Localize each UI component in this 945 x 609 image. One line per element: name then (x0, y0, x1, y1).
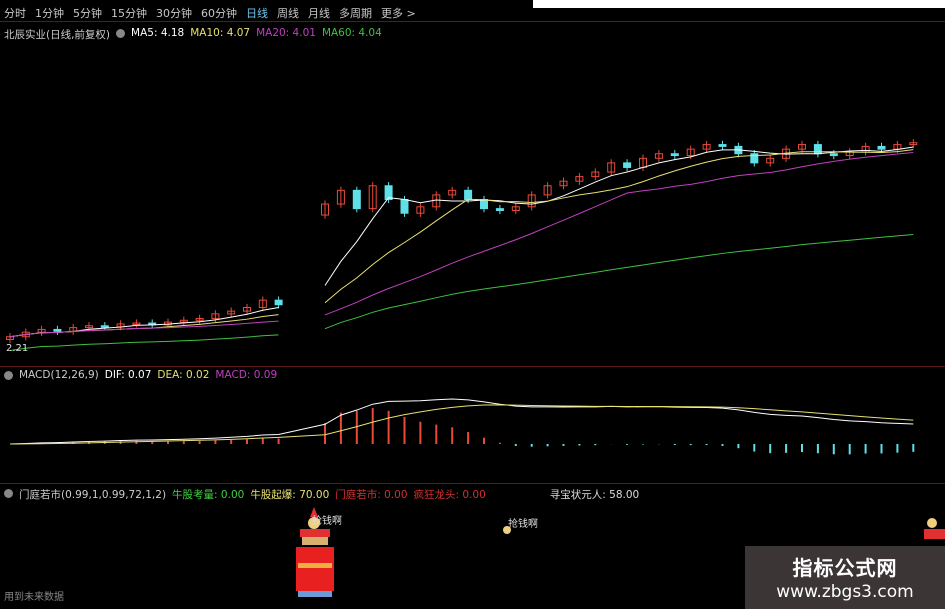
tab-0[interactable]: 分时 (4, 7, 26, 20)
candle (654, 153, 663, 159)
ma20-line (9, 152, 914, 338)
candle (670, 153, 679, 157)
watermark-url: www.zbgs3.com (776, 582, 914, 602)
divider (0, 483, 945, 484)
candle (179, 319, 188, 323)
candle (448, 189, 457, 196)
candle (750, 153, 759, 164)
candle (416, 206, 425, 214)
ma60-line (9, 233, 914, 351)
candle (495, 208, 504, 211)
money-bag-icon (503, 526, 511, 534)
candle (623, 162, 632, 168)
dif-line (9, 398, 914, 445)
divider (0, 366, 945, 367)
tab-2[interactable]: 5分钟 (73, 7, 102, 20)
candle (909, 142, 918, 146)
candle (195, 317, 204, 321)
candle (464, 189, 473, 200)
indicator-header: 门庭若市(0.99,1,0.99,72,1,2) 牛股考量: 0.00 牛股起爆… (4, 487, 944, 502)
indicator-b: 牛股起爆: 70.00 (250, 489, 330, 501)
candle (321, 203, 329, 216)
candle (211, 313, 220, 319)
candle (813, 144, 822, 155)
candle (766, 157, 775, 164)
candle (607, 162, 616, 173)
candle (336, 189, 345, 205)
candle (527, 194, 536, 208)
tab-1[interactable]: 1分钟 (35, 7, 64, 20)
candle (368, 185, 377, 210)
tab-6[interactable]: 日线 (246, 7, 268, 20)
tab-5[interactable]: 60分钟 (201, 7, 237, 20)
tab-3[interactable]: 15分钟 (111, 7, 147, 20)
ma20-value: MA20: 4.01 (256, 27, 316, 39)
low-price-label: 2.21 (6, 343, 29, 354)
ma5-line (9, 146, 914, 338)
candle (829, 153, 838, 157)
candle (702, 144, 711, 150)
settings-icon[interactable] (4, 371, 13, 380)
stock-title: 北辰实业(日线,前复权) (4, 29, 111, 41)
signal-label: 抢钱啊 (312, 516, 342, 527)
period-tabs: 分时 1分钟 5分钟 15分钟 30分钟 60分钟 日线 周线 月线 多周期 更多 > (4, 5, 416, 21)
candle (559, 180, 568, 187)
ma5-value: MA5: 4.18 (131, 27, 185, 39)
treasure-icon (296, 507, 334, 597)
settings-icon[interactable] (4, 489, 13, 498)
dea-value: DEA: 0.02 (157, 369, 210, 381)
candlestick-chart[interactable] (0, 40, 945, 365)
candle (798, 144, 806, 150)
candle (686, 148, 695, 157)
candle (53, 328, 62, 332)
candle (243, 306, 251, 312)
ma10-line (9, 149, 914, 338)
candle (591, 171, 600, 178)
tab-7[interactable]: 周线 (277, 7, 299, 20)
candle (511, 206, 520, 211)
macd-value: MACD: 0.09 (215, 369, 278, 381)
candle (258, 299, 267, 308)
candle (274, 299, 283, 306)
tab-10[interactable]: 更多 > (381, 7, 416, 20)
window-edge (533, 0, 945, 8)
indicator-panel (296, 507, 945, 597)
macd-header: MACD(12,26,9) DIF: 0.07 DEA: 0.02 MACD: … (4, 369, 277, 381)
watermark: 指标公式网 www.zbgs3.com (745, 546, 945, 609)
candle (575, 176, 584, 182)
candle (100, 325, 109, 328)
ma10-value: MA10: 4.07 (190, 27, 251, 39)
candle (132, 322, 141, 326)
signal-label: 抢钱啊 (508, 519, 538, 530)
divider (0, 21, 945, 22)
candle (352, 189, 361, 210)
candle (384, 185, 393, 200)
ma60-value: MA60: 4.04 (321, 27, 382, 39)
candle (877, 145, 886, 150)
watermark-title: 指标公式网 (792, 556, 898, 580)
indicator-title: 门庭若市(0.99,1,0.99,72,1,2) (19, 489, 167, 501)
tab-4[interactable]: 30分钟 (156, 7, 192, 20)
indicator-c: 门庭若市: 0.00 (335, 489, 408, 501)
dea-line (9, 404, 914, 445)
macd-chart[interactable] (0, 382, 945, 482)
candle (37, 328, 46, 333)
macd-title: MACD(12,26,9) (19, 369, 99, 381)
footer-note: 用到未来数据 (4, 592, 64, 603)
treasure-icon (924, 518, 945, 539)
main-header: 北辰实业(日线,前复权) MA5: 4.18 MA10: 4.07 MA20: … (4, 27, 382, 42)
candle (85, 325, 93, 329)
candle (543, 185, 552, 196)
indicator-e: 寻宝状元人: 58.00 (549, 489, 640, 501)
indicator-d: 疯狂龙头: 0.00 (413, 489, 486, 501)
indicator-a: 牛股考量: 0.00 (172, 489, 245, 501)
tab-9[interactable]: 多周期 (339, 7, 372, 20)
candle (400, 198, 409, 214)
candle (718, 144, 727, 147)
candle (227, 310, 236, 315)
tab-8[interactable]: 月线 (308, 7, 330, 20)
settings-icon[interactable] (116, 29, 126, 38)
dif-value: DIF: 0.07 (104, 369, 152, 381)
candle (480, 198, 488, 210)
